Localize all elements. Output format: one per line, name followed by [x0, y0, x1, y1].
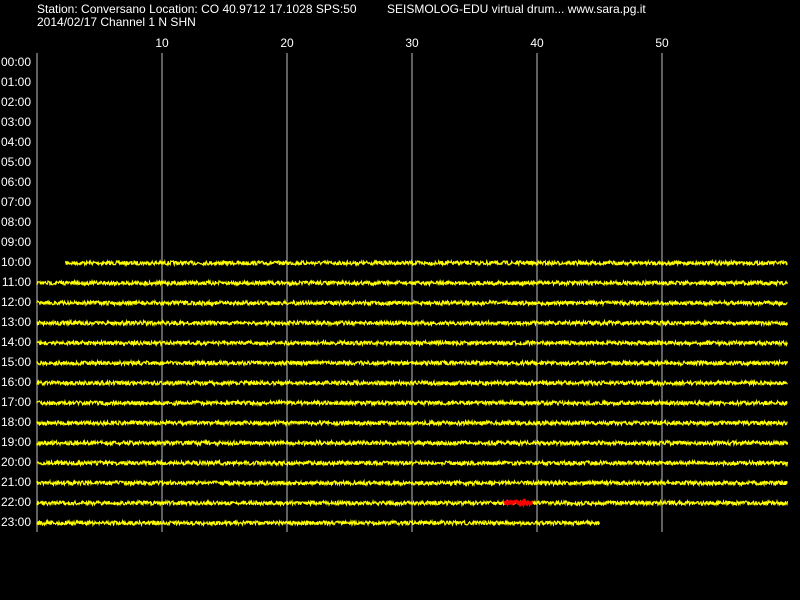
hour-label: 10:00	[1, 255, 31, 269]
trace	[36, 438, 789, 448]
hour-label: 07:00	[1, 195, 31, 209]
hour-label: 01:00	[1, 75, 31, 89]
station-info: Station: Conversano Location: CO 40.9712…	[37, 2, 357, 16]
hour-label: 11:00	[2, 275, 31, 289]
hour-label: 12:00	[1, 295, 31, 309]
hour-label: 20:00	[1, 455, 31, 469]
hour-label: 23:00	[1, 515, 31, 529]
x-tick-label: 30	[405, 36, 419, 50]
hour-label: 02:00	[1, 95, 31, 109]
hour-label: 19:00	[1, 435, 31, 449]
trace	[36, 338, 789, 348]
trace	[36, 358, 789, 368]
trace	[36, 518, 601, 528]
hour-label: 05:00	[1, 155, 31, 169]
hour-label: 14:00	[1, 335, 31, 349]
hour-label: 16:00	[1, 375, 31, 389]
hour-label: 21:00	[1, 475, 31, 489]
hour-label: 18:00	[1, 415, 31, 429]
x-tick-label: 50	[655, 36, 669, 50]
x-tick-label: 10	[155, 36, 169, 50]
hour-label: 22:00	[1, 495, 31, 509]
trace	[36, 498, 789, 508]
hour-label: 13:00	[1, 315, 31, 329]
hour-label: 08:00	[1, 215, 31, 229]
hour-label: 03:00	[1, 115, 31, 129]
hour-label: 04:00	[1, 135, 31, 149]
trace	[36, 278, 789, 288]
trace	[36, 378, 788, 388]
hour-label: 17:00	[1, 395, 31, 409]
trace	[36, 298, 788, 308]
program-info: SEISMOLOG-EDU virtual drum... www.sara.p…	[387, 2, 646, 16]
hour-label: 06:00	[1, 175, 31, 189]
trace	[36, 478, 788, 488]
trace	[36, 458, 789, 468]
trace	[36, 418, 788, 428]
trace	[65, 258, 788, 268]
hour-label: 09:00	[1, 235, 31, 249]
hour-label: 15:00	[1, 355, 31, 369]
event-trace	[503, 497, 533, 508]
trace	[36, 318, 789, 328]
hour-label: 00:00	[1, 55, 31, 69]
x-tick-label: 20	[280, 36, 294, 50]
x-tick-label: 40	[530, 36, 544, 50]
trace	[36, 398, 788, 408]
date-channel: 2014/02/17 Channel 1 N SHN	[37, 15, 196, 29]
